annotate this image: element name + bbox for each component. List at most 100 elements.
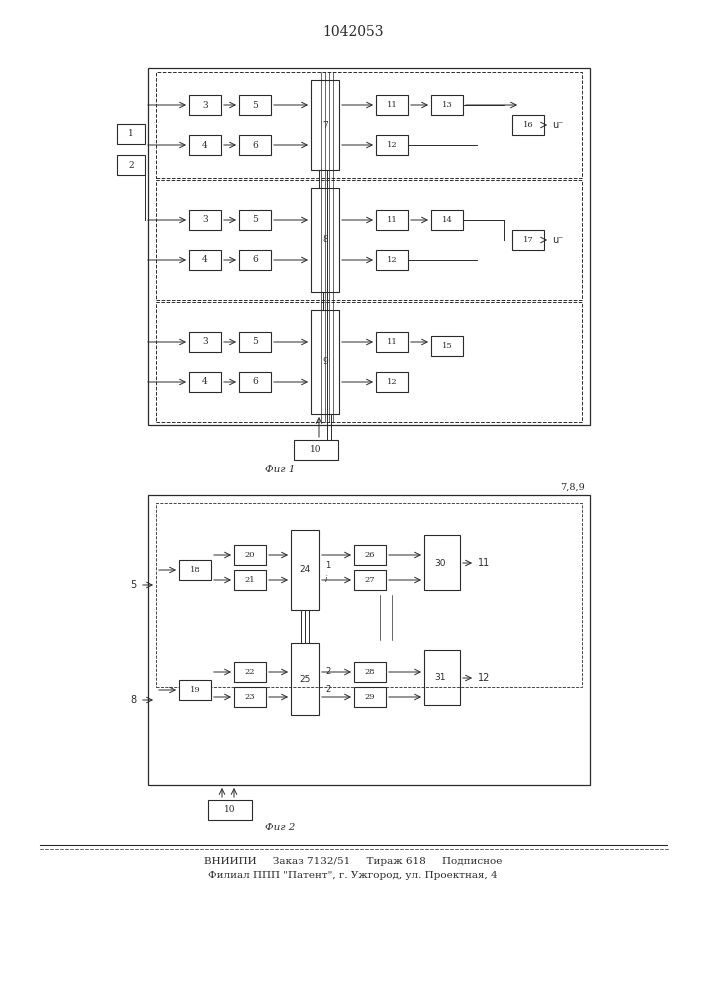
Bar	[431, 210, 463, 230]
Text: 21: 21	[245, 576, 255, 584]
Text: 24: 24	[299, 566, 310, 574]
Text: i: i	[325, 576, 327, 584]
Text: 10: 10	[224, 806, 235, 814]
Text: 3: 3	[202, 101, 208, 109]
Text: 26: 26	[365, 551, 375, 559]
Text: 27: 27	[365, 576, 375, 584]
Text: u⁻: u⁻	[552, 235, 563, 245]
Text: 4: 4	[202, 377, 208, 386]
Text: 14: 14	[442, 216, 452, 224]
Bar	[376, 372, 408, 392]
Bar	[239, 210, 271, 230]
Text: 8: 8	[130, 695, 136, 705]
Text: 5: 5	[252, 216, 258, 225]
Bar	[156, 72, 582, 178]
Bar	[431, 95, 463, 115]
Text: 5: 5	[252, 101, 258, 109]
Text: 11: 11	[387, 338, 397, 346]
Text: 29: 29	[365, 693, 375, 701]
Text: 11: 11	[478, 558, 490, 568]
Bar	[234, 687, 266, 707]
Bar	[354, 545, 386, 565]
Text: 12: 12	[387, 256, 397, 264]
Text: 28: 28	[365, 668, 375, 676]
Bar	[189, 95, 221, 115]
Text: 11: 11	[387, 216, 397, 224]
Text: 2: 2	[128, 160, 134, 169]
Bar	[234, 662, 266, 682]
Bar	[239, 372, 271, 392]
Bar	[424, 535, 460, 590]
Bar	[234, 570, 266, 590]
Bar	[291, 643, 319, 715]
Text: 4: 4	[202, 255, 208, 264]
Text: 1: 1	[128, 129, 134, 138]
Bar	[239, 95, 271, 115]
Bar	[239, 250, 271, 270]
Bar	[376, 95, 408, 115]
Text: 10: 10	[310, 446, 322, 454]
Bar	[148, 495, 590, 785]
Bar	[156, 302, 582, 422]
Text: ВНИИПИ     Заказ 7132/51     Тираж 618     Подписное: ВНИИПИ Заказ 7132/51 Тираж 618 Подписное	[204, 856, 502, 865]
Bar	[179, 680, 211, 700]
Bar	[234, 545, 266, 565]
Bar	[294, 440, 338, 460]
Text: Филиал ППП "Патент", г. Ужгород, ул. Проектная, 4: Филиал ППП "Патент", г. Ужгород, ул. Про…	[208, 870, 498, 880]
Bar	[354, 570, 386, 590]
Bar	[189, 372, 221, 392]
Bar	[512, 115, 544, 135]
Bar	[189, 210, 221, 230]
Bar	[291, 530, 319, 610]
Text: 6: 6	[252, 140, 258, 149]
Bar	[512, 230, 544, 250]
Text: 16: 16	[522, 121, 533, 129]
Bar	[117, 155, 145, 175]
Bar	[311, 188, 339, 292]
Text: 8: 8	[322, 235, 328, 244]
Text: 1: 1	[325, 560, 330, 570]
Text: 5: 5	[130, 580, 136, 590]
Text: 31: 31	[434, 674, 445, 682]
Text: 25: 25	[299, 676, 310, 684]
Text: Фиг 1: Фиг 1	[265, 466, 296, 475]
Bar	[117, 124, 145, 144]
Bar	[354, 687, 386, 707]
Text: 4: 4	[202, 140, 208, 149]
Bar	[189, 135, 221, 155]
Text: 2: 2	[325, 668, 330, 676]
Bar	[376, 332, 408, 352]
Bar	[179, 560, 211, 580]
Text: 12: 12	[387, 141, 397, 149]
Text: 17: 17	[522, 236, 533, 244]
Text: 7: 7	[322, 120, 328, 129]
Text: 6: 6	[252, 255, 258, 264]
Text: 3: 3	[202, 338, 208, 347]
Bar	[148, 68, 590, 425]
Text: 13: 13	[442, 101, 452, 109]
Bar	[156, 503, 582, 687]
Bar	[189, 332, 221, 352]
Text: 3: 3	[202, 216, 208, 225]
Bar	[239, 135, 271, 155]
Text: 7,8,9: 7,8,9	[560, 483, 585, 492]
Text: 22: 22	[245, 668, 255, 676]
Text: 9: 9	[322, 358, 328, 366]
Text: Фиг 2: Фиг 2	[265, 822, 296, 832]
Text: 12: 12	[478, 673, 491, 683]
Text: 30: 30	[434, 558, 445, 568]
Text: 18: 18	[189, 566, 200, 574]
Bar	[424, 650, 460, 705]
Bar	[431, 336, 463, 356]
Text: 20: 20	[245, 551, 255, 559]
Bar	[208, 800, 252, 820]
Bar	[376, 250, 408, 270]
Text: 2̄: 2̄	[325, 686, 330, 694]
Bar	[156, 180, 582, 300]
Text: 1042053: 1042053	[322, 25, 384, 39]
Bar	[376, 210, 408, 230]
Text: 11: 11	[387, 101, 397, 109]
Text: u⁻: u⁻	[552, 120, 563, 130]
Text: 12: 12	[387, 378, 397, 386]
Bar	[311, 310, 339, 414]
